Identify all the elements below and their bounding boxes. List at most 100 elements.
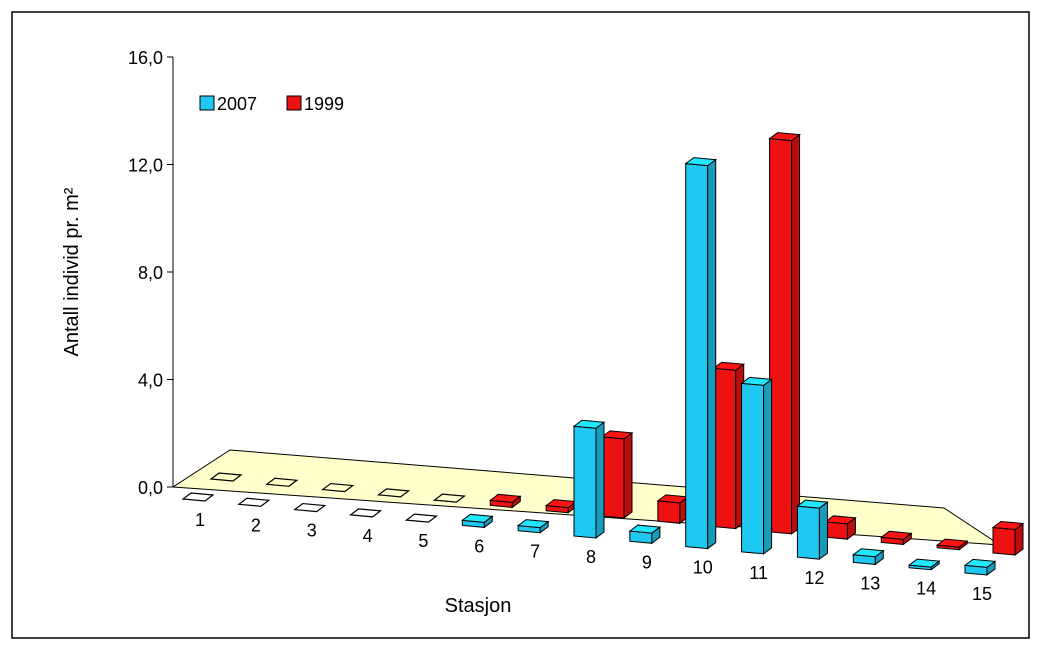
bar-empty [404,513,439,523]
x-tick-label: 6 [474,536,484,556]
bar-2007-4 [348,508,383,518]
x-axis-label: Stasjon [445,595,512,617]
bar-empty [376,488,411,498]
bar-2007-7 [516,519,550,534]
bar-1999-5 [432,493,467,503]
bar-2007-10 [684,157,718,550]
bar-top [712,361,746,371]
bar-top [572,419,606,429]
bar-1999-6 [488,493,522,509]
x-tick-label: 12 [804,568,824,588]
bar-side [818,501,828,561]
bar-front [685,163,709,550]
bar-2007-5 [404,513,439,523]
x-tick-label: 10 [693,558,713,578]
y-tick-label: 8,0 [138,263,163,283]
bar-top [684,157,718,167]
bar-front [573,425,597,539]
legend-swatch-1999 [286,95,302,111]
bar-empty [293,502,327,513]
bars [181,132,1025,576]
bar-empty [209,472,243,482]
bar-top [851,548,885,558]
legend-swatch-2007 [199,95,215,111]
bar-2007-3 [293,502,327,513]
bar-side [763,378,773,555]
bar-2007-15 [963,558,997,576]
y-tick-label: 4,0 [138,371,163,391]
bar-1999-7 [544,499,578,514]
y-tick-label: 0,0 [138,478,163,498]
bar-empty [432,493,467,503]
bar-side [595,421,605,539]
legend-label-2007: 2007 [217,94,257,114]
bar-empty [348,508,383,518]
legend: 2007 1999 [199,94,344,114]
bar-top [879,530,913,540]
bar-1999-13 [879,530,913,546]
y-tick-label: 16,0 [128,48,163,68]
bar-top [824,515,857,525]
bar-top [935,538,969,548]
bar-side [623,431,633,519]
bar-front [741,382,765,555]
bar-top [628,524,662,534]
bar-front [601,436,625,519]
x-tick-label: 11 [749,563,768,583]
bar-front [992,526,1016,556]
bar-2007-6 [460,513,494,529]
x-tick-labels: 1 2 3 4 5 6 7 8 9 10 11 12 13 14 15 [195,510,992,604]
x-tick-label: 4 [363,526,373,546]
y-axis: 0,0 4,0 8,0 12,0 16,0 [128,48,174,498]
x-tick-label: 1 [195,510,205,530]
bar-top [991,520,1025,530]
bar-1999-3 [321,482,355,493]
bar-1999-12 [824,515,857,541]
bar-top [488,493,522,503]
bar-top [907,558,941,568]
bar-top [963,558,997,568]
x-tick-label: 5 [418,531,428,551]
x-tick-label: 15 [972,584,992,604]
bar-front [769,138,793,535]
bar-1999-8 [600,430,634,519]
bar-top [740,376,773,386]
x-tick-label: 8 [586,547,596,567]
x-tick-label: 2 [251,515,261,535]
x-tick-label: 7 [530,542,540,562]
chart-border [11,11,1030,639]
bar-side [791,133,801,535]
bar-1999-9 [656,494,690,525]
x-tick-label: 9 [642,552,652,572]
bar-empty [265,477,299,487]
bar-2007-2 [237,497,271,507]
bar-empty [181,492,215,502]
bar-2007-11 [740,376,773,555]
y-tick-label: 12,0 [128,156,163,176]
bar-top [796,499,829,509]
bar-empty [321,482,355,493]
bar-side [707,158,717,550]
bar-1999-11 [768,132,801,535]
x-tick-label: 14 [916,579,936,599]
bar-top [600,430,634,440]
bar-top [768,132,801,142]
bar-front [713,367,737,530]
y-axis-label: Antall individ pr. m² [61,187,83,356]
legend-label-1999: 1999 [304,94,344,114]
bar-1999-10 [712,361,746,530]
bar-1999-4 [376,488,411,498]
bar-2007-13 [851,548,885,566]
bar-1999-2 [265,477,299,487]
x-tick-label: 3 [307,521,317,541]
bar-top [460,513,494,523]
bar-2007-12 [796,499,829,561]
bar-2007-1 [181,492,215,502]
bar-2007-8 [572,419,606,539]
bar-1999-14 [935,538,969,551]
bar-2007-14 [907,558,941,571]
bar-2007-9 [628,524,662,545]
bar-top [516,519,550,529]
bar-front [824,521,848,540]
bar-front [657,500,681,524]
